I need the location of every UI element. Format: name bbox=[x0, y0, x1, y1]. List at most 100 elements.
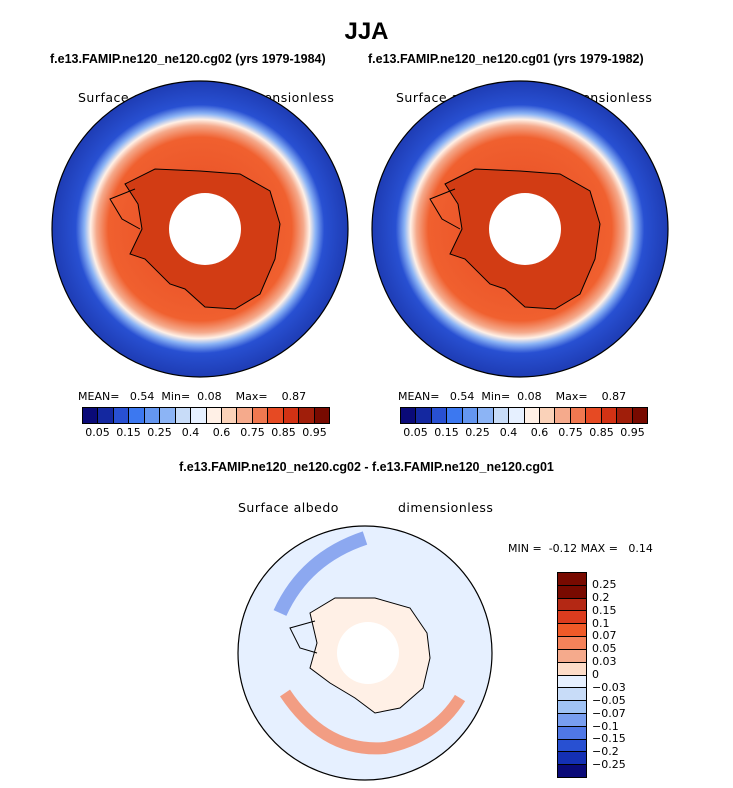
diff-colorbar-box bbox=[558, 662, 586, 676]
diff-colorbar-tick-label: 0.2 bbox=[592, 590, 610, 604]
difference-title: f.e13.FAMIP.ne120_ne120.cg02 - f.e13.FAM… bbox=[179, 460, 554, 474]
diff-colorbar-ticks: 0.25 0.2 0.15 0.1 0.07 0.05 0.03 0 −0.03 −0.05 −0.… bbox=[592, 572, 652, 778]
left-colorbar-tick-label: 0.05 bbox=[85, 426, 110, 439]
diff-colorbar-box bbox=[558, 649, 586, 663]
diff-colorbar-box bbox=[558, 713, 586, 727]
right-colorbar-box bbox=[462, 408, 479, 423]
left-colorbar-box bbox=[160, 408, 176, 423]
right-colorbar-box bbox=[555, 408, 571, 423]
right-colorbar-box bbox=[478, 408, 494, 423]
left-colorbar-tick-label: 0.95 bbox=[302, 426, 327, 439]
right-colorbar-ticks: 0.05 0.15 0.25 0.4 0.6 0.75 0.85 0.95 bbox=[400, 426, 648, 440]
diff-colorbar-tick-label: 0 bbox=[592, 668, 599, 681]
diff-colorbar-tick-label: −0.07 bbox=[592, 706, 626, 720]
left-colorbar-tick-label: 0.25 bbox=[147, 426, 172, 439]
diff-colorbar-box bbox=[558, 573, 586, 586]
diff-colorbar-tick-label: 0.1 bbox=[592, 616, 610, 630]
left-polar-map bbox=[51, 80, 349, 378]
right-colorbar-box bbox=[586, 408, 602, 423]
left-colorbar-box bbox=[252, 408, 269, 423]
diff-colorbar-tick-label: −0.2 bbox=[592, 745, 619, 759]
right-colorbar-box bbox=[416, 408, 432, 423]
diff-colorbar-box bbox=[558, 688, 586, 702]
left-colorbar-box bbox=[175, 408, 192, 423]
left-colorbar-tick-label: 0.4 bbox=[181, 426, 200, 439]
right-polar-map bbox=[371, 80, 669, 378]
left-stats: MEAN= 0.54 Min= 0.08 Max= 0.87 bbox=[78, 390, 307, 403]
diff-positive-band bbox=[280, 689, 466, 755]
diff-colorbar-tick-label: −0.15 bbox=[592, 732, 626, 746]
left-colorbar-box bbox=[206, 408, 222, 423]
left-case-title: f.e13.FAMIP.ne120_ne120.cg02 (yrs 1979-1… bbox=[50, 52, 326, 66]
diff-colorbar-tick-label: −0.03 bbox=[592, 680, 626, 694]
diff-units-label: dimensionless bbox=[398, 500, 494, 515]
diff-colorbar-tick-label: −0.1 bbox=[592, 719, 619, 733]
left-colorbar-box bbox=[237, 408, 253, 423]
left-colorbar-ticks: 0.05 0.15 0.25 0.4 0.6 0.75 0.85 0.95 bbox=[82, 426, 330, 440]
diff-colorbar-box bbox=[558, 752, 586, 766]
left-colorbar-tick-label: 0.85 bbox=[271, 426, 296, 439]
diff-colorbar-box bbox=[558, 585, 586, 599]
diff-colorbar-tick-label: −0.25 bbox=[592, 758, 626, 772]
left-colorbar-box bbox=[299, 408, 315, 423]
right-colorbar-box bbox=[447, 408, 463, 423]
right-colorbar-tick-label: 0.6 bbox=[530, 426, 549, 439]
right-colorbar-box bbox=[431, 408, 448, 423]
right-polar-hole bbox=[489, 193, 561, 265]
diff-colorbar-box bbox=[558, 701, 586, 714]
diff-peninsula bbox=[289, 620, 318, 654]
left-colorbar-box bbox=[221, 408, 238, 423]
right-colorbar-tick-label: 0.95 bbox=[620, 426, 645, 439]
right-colorbar-box bbox=[493, 408, 510, 423]
right-colorbar-box bbox=[570, 408, 587, 423]
right-colorbar-box bbox=[617, 408, 633, 423]
diff-colorbar-box bbox=[558, 675, 586, 689]
right-colorbar-tick-label: 0.85 bbox=[589, 426, 614, 439]
left-colorbar-tick-label: 0.75 bbox=[240, 426, 265, 439]
diff-colorbar bbox=[557, 572, 587, 778]
diff-colorbar-box bbox=[558, 611, 586, 625]
left-polar-hole bbox=[169, 193, 241, 265]
left-colorbar-box bbox=[191, 408, 207, 423]
diff-colorbar-tick-label: −0.05 bbox=[592, 693, 626, 707]
right-peninsula bbox=[429, 188, 461, 230]
right-colorbar-tick-label: 0.25 bbox=[465, 426, 490, 439]
right-colorbar-box bbox=[509, 408, 525, 423]
diff-colorbar-box bbox=[558, 765, 586, 777]
diff-colorbar-box bbox=[558, 637, 586, 650]
left-colorbar-box bbox=[314, 408, 329, 423]
left-colorbar-tick-label: 0.15 bbox=[116, 426, 141, 439]
right-colorbar-tick-label: 0.15 bbox=[434, 426, 459, 439]
diff-colorbar-box bbox=[558, 726, 586, 740]
diff-polar-hole bbox=[337, 622, 399, 684]
diff-colorbar-tick-label: 0.05 bbox=[592, 642, 617, 656]
left-colorbar-box bbox=[268, 408, 284, 423]
diff-colorbar-box bbox=[558, 624, 586, 638]
diff-colorbar-tick-label: 0.25 bbox=[592, 577, 617, 591]
left-colorbar bbox=[82, 407, 330, 424]
diff-colorbar-box bbox=[558, 598, 586, 612]
right-colorbar-box bbox=[401, 408, 417, 423]
right-colorbar-box bbox=[601, 408, 618, 423]
left-colorbar-box bbox=[113, 408, 130, 423]
right-case-title: f.e13.FAMIP.ne120_ne120.cg01 (yrs 1979-1… bbox=[368, 52, 644, 66]
left-colorbar-box bbox=[129, 408, 145, 423]
right-colorbar-tick-label: 0.75 bbox=[558, 426, 583, 439]
diff-colorbar-tick-label: 0.15 bbox=[592, 603, 617, 617]
diff-colorbar-box bbox=[558, 739, 586, 753]
left-colorbar-box bbox=[283, 408, 300, 423]
diff-negative-band bbox=[273, 531, 368, 617]
right-colorbar-box bbox=[524, 408, 540, 423]
right-colorbar bbox=[400, 407, 648, 424]
left-colorbar-tick-label: 0.6 bbox=[212, 426, 231, 439]
diff-polar-map bbox=[237, 525, 493, 781]
right-stats: MEAN= 0.54 Min= 0.08 Max= 0.87 bbox=[398, 390, 627, 403]
right-colorbar-tick-label: 0.05 bbox=[403, 426, 428, 439]
right-colorbar-box bbox=[539, 408, 556, 423]
left-colorbar-box bbox=[83, 408, 99, 423]
right-colorbar-box bbox=[632, 408, 647, 423]
left-colorbar-box bbox=[144, 408, 161, 423]
diff-colorbar-tick-label: 0.07 bbox=[592, 629, 617, 643]
left-colorbar-box bbox=[98, 408, 114, 423]
